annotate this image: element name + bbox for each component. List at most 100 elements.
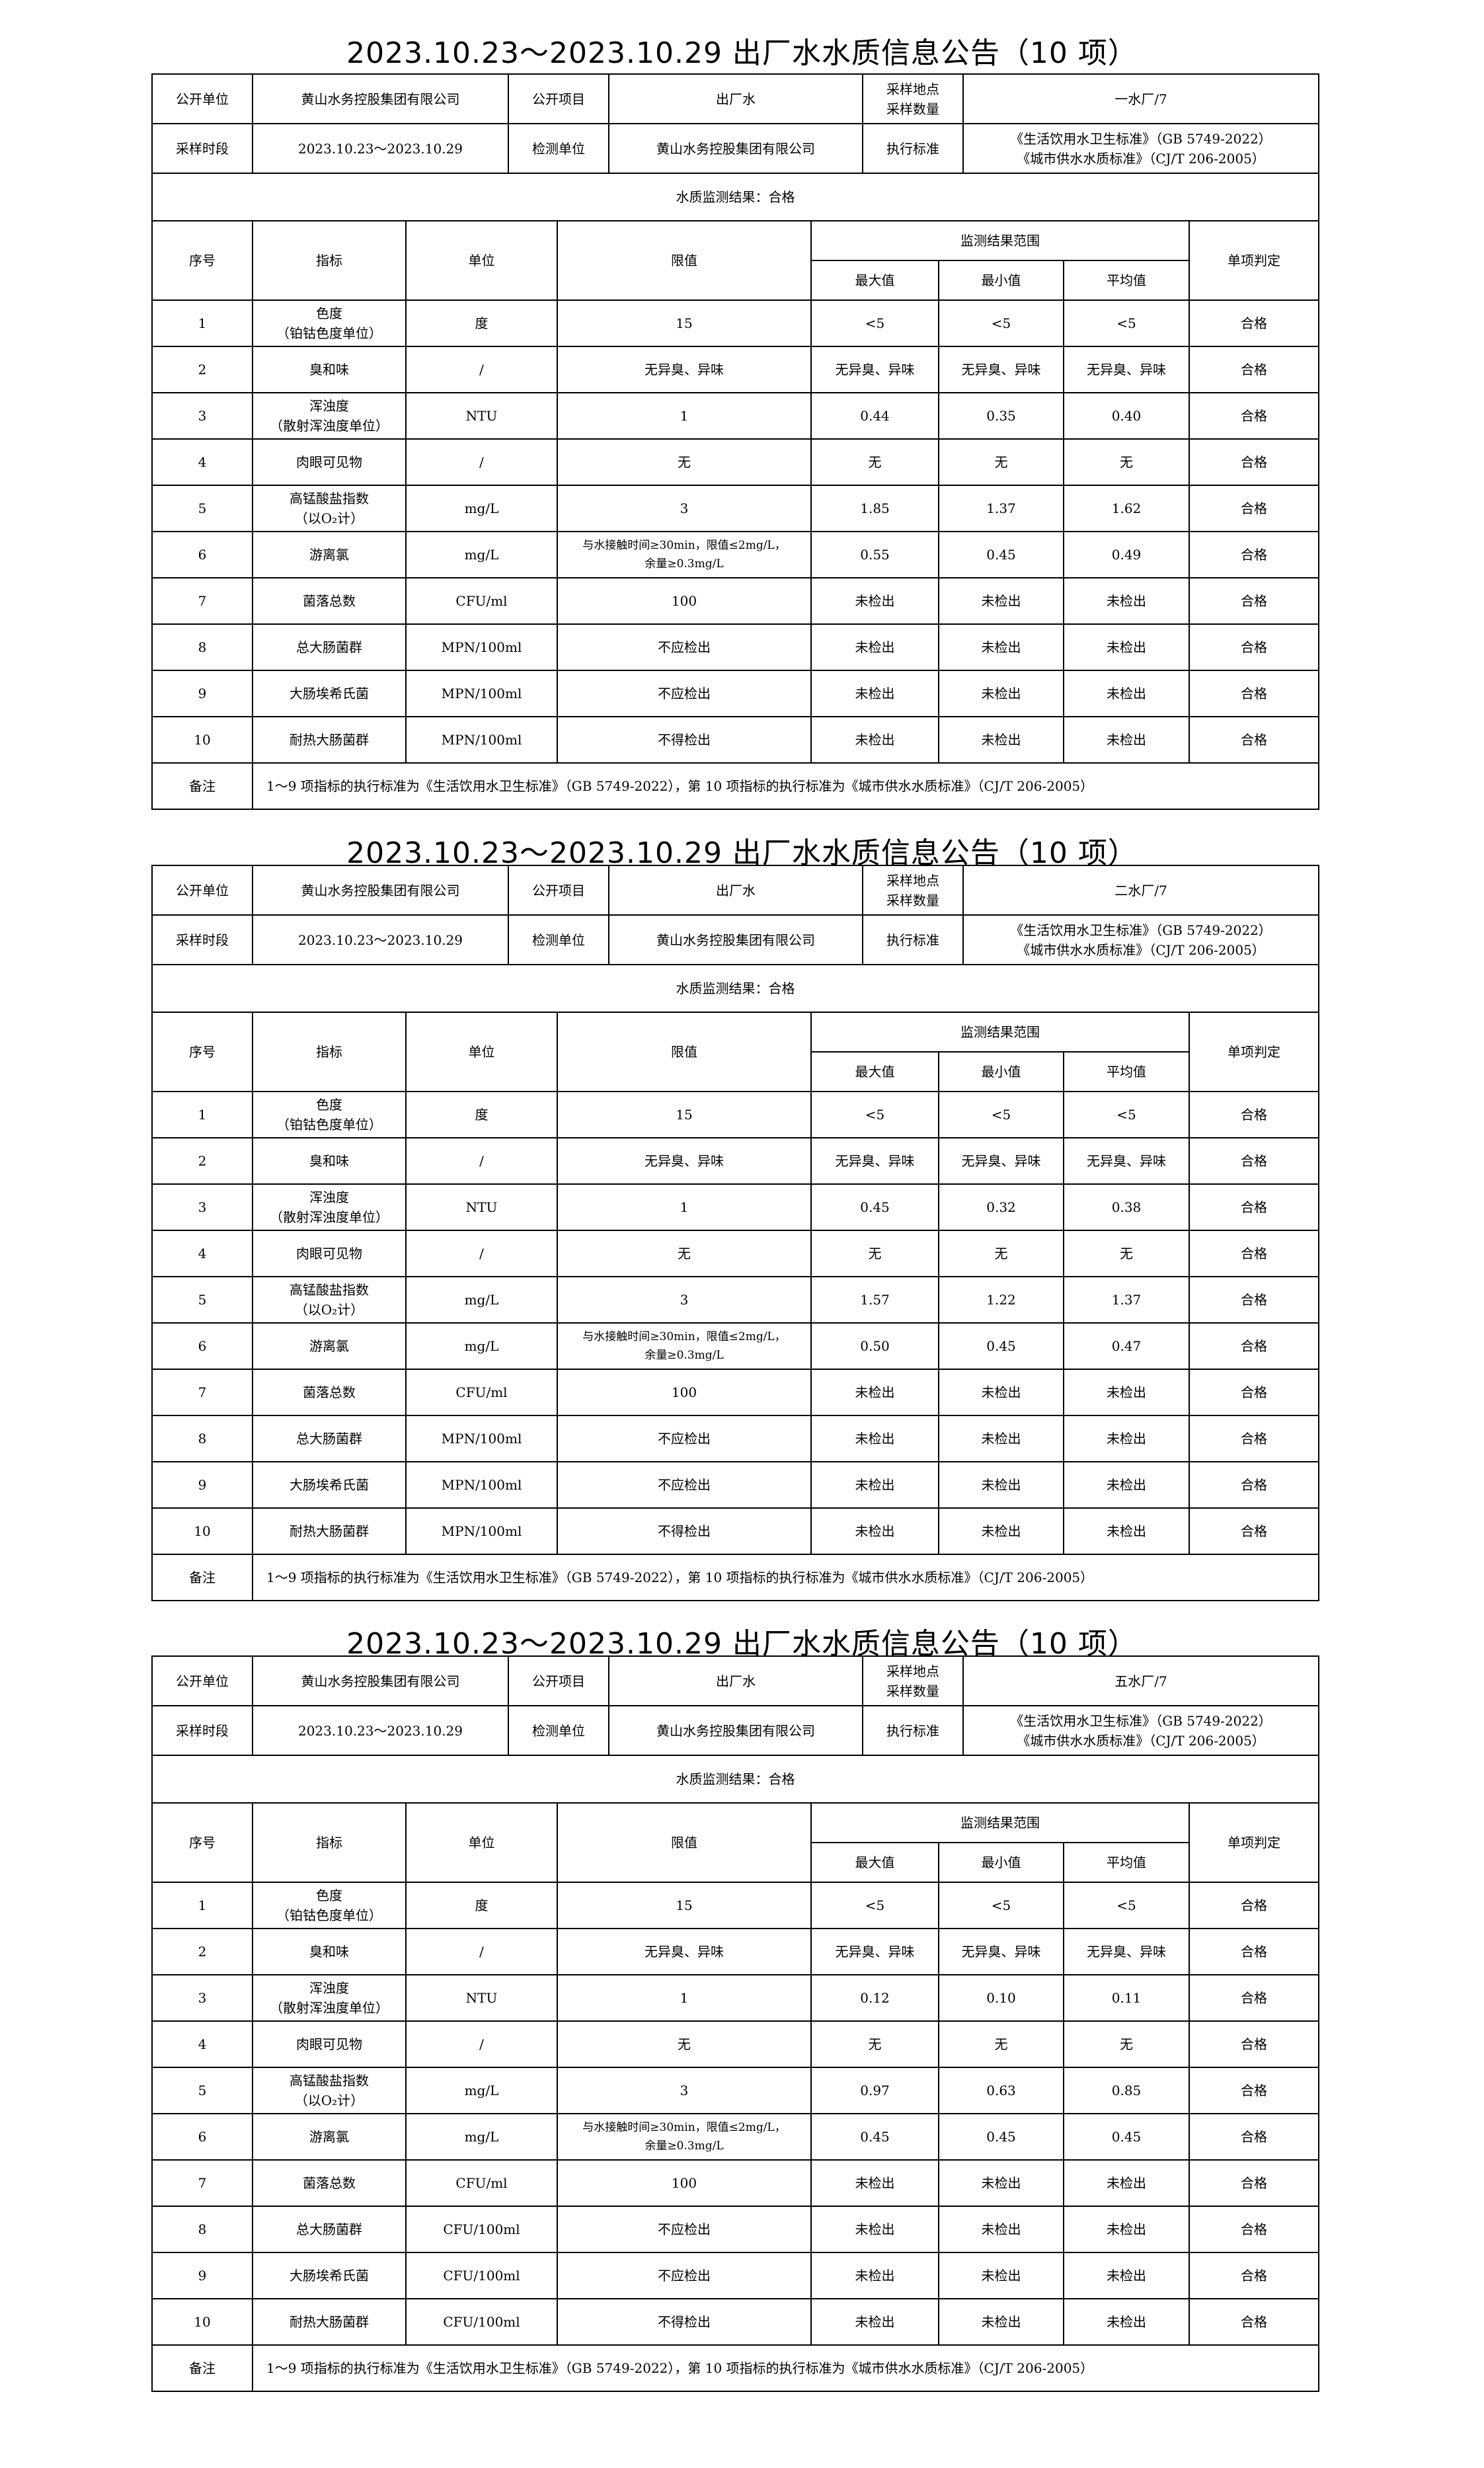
cell-seq: 2 [151, 346, 253, 393]
cell-avg: 未检出 [1063, 1461, 1190, 1509]
announcement-title: 2023.10.23～2023.10.29 出厂水水质信息公告（10 项） [346, 1627, 1138, 1661]
cell-seq: 7 [151, 2159, 253, 2207]
cell-avg: 无异臭、异味 [1063, 1137, 1190, 1185]
header-min: 最小值 [938, 1842, 1064, 1883]
table-row: 3 浑浊度 （散射浑浊度单位） NTU 1 0.45 0.32 0.38 合格 [151, 1183, 1319, 1231]
cell-judge: 合格 [1189, 577, 1319, 625]
cell-max: 0.45 [810, 2113, 939, 2161]
info-table: 公开单位 黄山水务控股集团有限公司 公开项目 出厂水 采样地点 采样数量 二水厂… [151, 865, 1319, 965]
cell-min: 无 [938, 2020, 1064, 2068]
cell-limit: 1 [557, 392, 812, 440]
lab-label: 检测单位 [508, 1705, 609, 1756]
cell-avg: <5 [1063, 1091, 1190, 1138]
remark-row: 备注 1～9 项指标的执行标准为《生活饮用水卫生标准》（GB 5749-2022… [151, 2344, 1319, 2392]
info-table: 公开单位 黄山水务控股集团有限公司 公开项目 出厂水 采样地点 采样数量 一水厂… [151, 73, 1319, 174]
table-row: 1 色度 （铂钴色度单位）度 15 <5 <5 <5 合格 [151, 1882, 1319, 1929]
cell-seq: 2 [151, 1137, 253, 1185]
cell-avg: 0.47 [1063, 1322, 1190, 1370]
header-min: 最小值 [938, 260, 1064, 301]
remark-row: 备注 1～9 项指标的执行标准为《生活饮用水卫生标准》（GB 5749-2022… [151, 1554, 1319, 1601]
cell-avg: 未检出 [1063, 2252, 1190, 2299]
header-range: 监测结果范围 [810, 1802, 1190, 1843]
cell-limit: 无异臭、异味 [557, 1137, 812, 1185]
header-subrow: 最大值 最小值 平均值 [152, 1051, 1319, 1092]
cell-unit: CFU/ml [405, 1369, 558, 1416]
table-row: 10 耐热大肠菌群 MPN/100ml 不得检出 未检出 未检出 未检出 合格 [151, 716, 1319, 764]
cell-unit: MPN/100ml [405, 670, 558, 717]
cell-unit: NTU [405, 1183, 558, 1231]
info-row: 采样时段 2023.10.23～2023.10.29 检测单位 黄山水务控股集团… [151, 914, 1319, 965]
cell-avg: 0.11 [1063, 1974, 1190, 2022]
cell-limit: 15 [557, 1882, 812, 1929]
cell-min: 未检出 [938, 2206, 1064, 2253]
table-row: 8 总大肠菌群 MPN/100ml 不应检出 未检出 未检出 未检出 合格 [151, 623, 1319, 671]
cell-judge: 合格 [1189, 2067, 1319, 2114]
cell-unit: 度 [405, 1882, 558, 1929]
cell-indicator: 耐热大肠菌群 [252, 2298, 407, 2346]
cell-avg: <5 [1063, 299, 1190, 347]
header-unit: 单位 [405, 1012, 558, 1092]
cell-avg: 无 [1063, 1230, 1190, 1277]
cell-seq: 4 [151, 1230, 253, 1277]
cell-seq: 4 [151, 2020, 253, 2068]
cell-limit: 3 [557, 485, 812, 532]
cell-seq: 9 [151, 2252, 253, 2299]
cell-min: 无异臭、异味 [938, 1928, 1064, 1975]
cell-limit: 不得检出 [557, 1507, 812, 1555]
cell-max: 0.44 [810, 392, 939, 440]
table-row: 5 高锰酸盐指数 （以O₂计） mg/L 3 1.57 1.22 1.37 合格 [151, 1276, 1319, 1324]
site-value: 二水厂/7 [962, 865, 1319, 916]
remark-label: 备注 [151, 762, 253, 810]
item-value: 出厂水 [608, 1655, 863, 1706]
unit-value: 黄山水务控股集团有限公司 [252, 865, 509, 916]
cell-min: 未检出 [938, 2298, 1064, 2346]
cell-unit: MPN/100ml [405, 1461, 558, 1509]
cell-limit: 不得检出 [557, 2298, 812, 2346]
standard-value: 《生活饮用水卫生标准》（GB 5749-2022） 《城市供水水质标准》（CJ/… [962, 914, 1319, 965]
cell-unit: / [405, 2020, 558, 2068]
standard-value: 《生活饮用水卫生标准》（GB 5749-2022） 《城市供水水质标准》（CJ/… [962, 123, 1319, 174]
header-avg: 平均值 [1063, 1842, 1190, 1883]
cell-max: <5 [810, 299, 939, 347]
cell-avg: 未检出 [1063, 670, 1190, 717]
cell-avg: 未检出 [1063, 2298, 1190, 2346]
cell-seq: 3 [151, 1974, 253, 2022]
cell-limit: 100 [557, 2159, 812, 2207]
cell-seq: 5 [151, 1276, 253, 1324]
cell-avg: <5 [1063, 1882, 1190, 1929]
announcement-title: 2023.10.23～2023.10.29 出厂水水质信息公告（10 项） [346, 836, 1138, 870]
lab-label: 检测单位 [508, 914, 609, 965]
cell-indicator: 总大肠菌群 [252, 1415, 407, 1462]
cell-judge: 合格 [1189, 438, 1319, 486]
cell-avg: 未检出 [1063, 716, 1190, 764]
cell-indicator: 耐热大肠菌群 [252, 716, 407, 764]
info-row: 公开单位 黄山水务控股集团有限公司 公开项目 出厂水 采样地点 采样数量 二水厂… [151, 865, 1319, 916]
cell-indicator: 高锰酸盐指数 （以O₂计） [252, 485, 407, 532]
header-seq: 序号 [151, 1012, 253, 1092]
remark-text: 1～9 项指标的执行标准为《生活饮用水卫生标准》（GB 5749-2022），第… [252, 762, 1319, 810]
cell-min: 1.37 [938, 485, 1064, 532]
cell-min: 0.45 [938, 531, 1064, 578]
table-row: 1 色度 （铂钴色度单位）度 15 <5 <5 <5 合格 [151, 1091, 1319, 1138]
cell-max: 无异臭、异味 [810, 346, 939, 393]
cell-min: 未检出 [938, 577, 1064, 625]
cell-avg: 0.49 [1063, 531, 1190, 578]
cell-judge: 合格 [1189, 299, 1319, 347]
cell-avg: 无异臭、异味 [1063, 1928, 1190, 1975]
header-limit: 限值 [557, 220, 812, 301]
cell-min: 未检出 [938, 623, 1064, 671]
cell-max: 无异臭、异味 [810, 1137, 939, 1185]
period-label: 采样时段 [151, 914, 253, 965]
table-row: 9 大肠埃希氏菌 MPN/100ml 不应检出 未检出 未检出 未检出 合格 [151, 1461, 1319, 1509]
period-value: 2023.10.23～2023.10.29 [252, 123, 509, 174]
cell-seq: 8 [151, 2206, 253, 2253]
cell-indicator: 大肠埃希氏菌 [252, 670, 407, 717]
cell-seq: 1 [151, 1882, 253, 1929]
cell-unit: 度 [405, 1091, 558, 1138]
cell-indicator: 色度 （铂钴色度单位） [252, 299, 407, 347]
cell-unit: mg/L [405, 2067, 558, 2114]
cell-seq: 10 [151, 1507, 253, 1555]
cell-unit: MPN/100ml [405, 1415, 558, 1462]
cell-unit: NTU [405, 392, 558, 440]
cell-max: 未检出 [810, 670, 939, 717]
